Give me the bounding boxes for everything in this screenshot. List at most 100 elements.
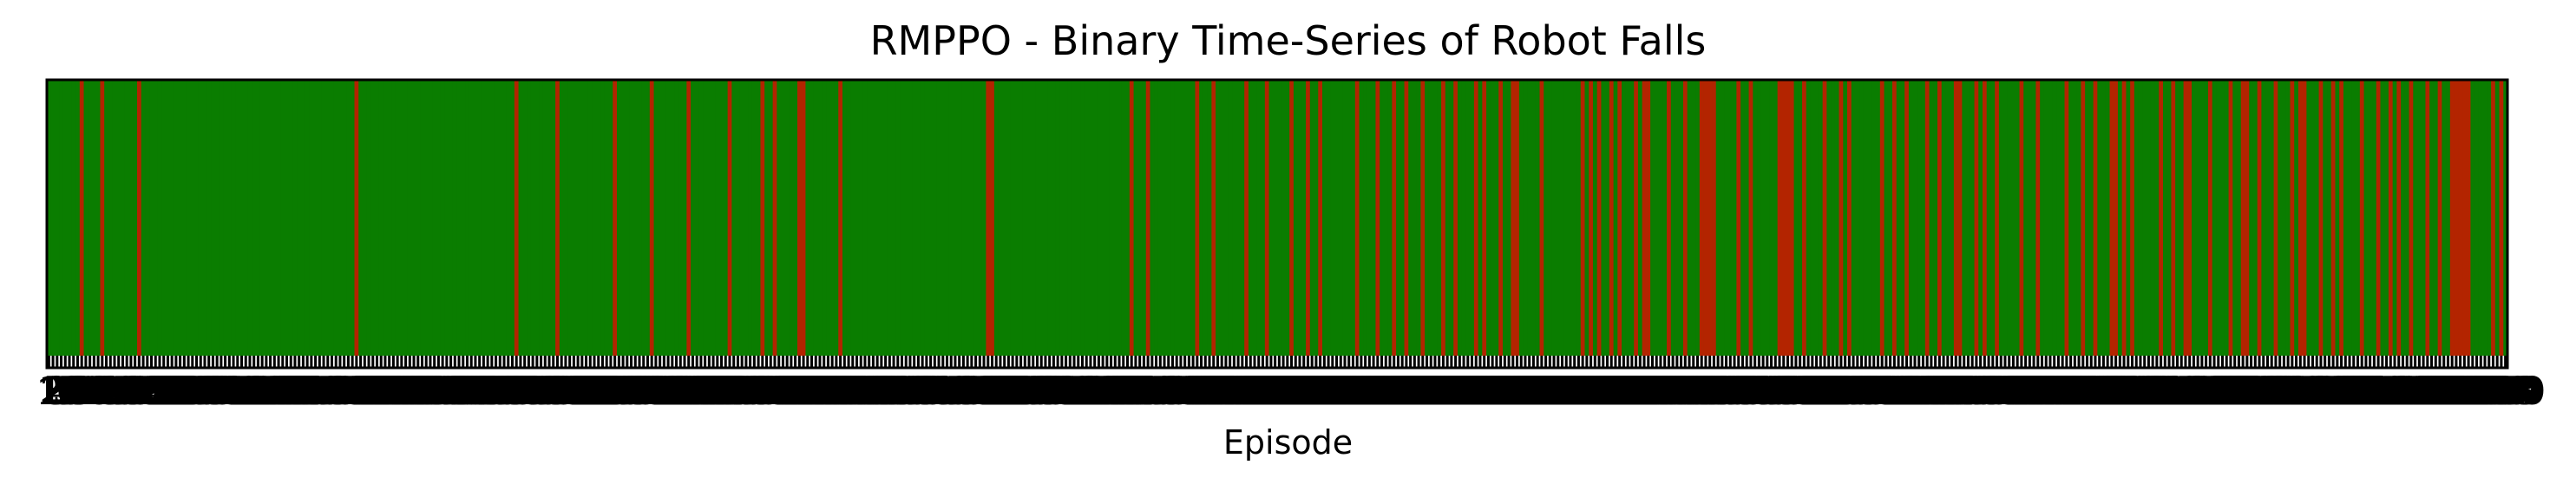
x-tick-label: 192 [792, 370, 872, 414]
heatmap-cell [2019, 80, 2024, 356]
heatmap-cell [723, 80, 729, 356]
x-tick-label: 272 [1120, 370, 1200, 414]
x-tick-label: 570 [2343, 370, 2422, 414]
x-tick-label: 509 [2093, 370, 2173, 414]
x-tick-label: 121 [501, 370, 581, 414]
heatmap-cell [1654, 80, 1660, 356]
x-tick-label: 581 [2388, 370, 2468, 414]
x-tick-label: 221 [911, 370, 991, 414]
heatmap-cell [482, 80, 487, 356]
heatmap-cell [1679, 80, 1684, 356]
x-tick-label: 303 [1248, 370, 1327, 414]
x-tick-label: 186 [768, 370, 848, 414]
heatmap-cell [1699, 80, 1705, 356]
x-tick-label: 264 [1088, 370, 1168, 414]
x-tick-label: 546 [2244, 370, 2324, 414]
x-tick-label: 117 [485, 370, 565, 414]
heatmap-cell [1420, 80, 1426, 356]
heatmap-cell [1945, 80, 1950, 356]
x-tick-label: 204 [842, 370, 921, 414]
x-tick-label: 226 [932, 370, 1012, 414]
x-tick-label: 481 [1977, 370, 2057, 414]
x-tick-label: 416 [1711, 370, 1791, 414]
heatmap-cell [1326, 80, 1332, 356]
x-tick-label: 563 [2314, 370, 2394, 414]
heatmap-cell [617, 80, 622, 356]
heatmap-cell [1117, 80, 1122, 356]
x-tick-label: 543 [2232, 370, 2311, 414]
heatmap-cell [2261, 80, 2266, 356]
x-tick-label: 90 [387, 370, 440, 414]
x-tick-label: 433 [1780, 370, 1860, 414]
x-tick-label: 566 [2326, 370, 2406, 414]
x-tick-label: 450 [1851, 370, 1930, 414]
heatmap-cell [2216, 80, 2221, 356]
heatmap-cell [530, 80, 536, 356]
x-tick-label: 279 [1149, 370, 1229, 414]
heatmap-cells [47, 80, 2508, 356]
heatmap-cell [1605, 80, 1610, 356]
heatmap-cell [2458, 80, 2463, 356]
heatmap-cell [2207, 80, 2213, 356]
heatmap-cell [887, 80, 893, 356]
x-tick-label: 1 [36, 370, 62, 414]
x-tick-label: 571 [2347, 370, 2427, 414]
x-tick-label: 125 [518, 370, 598, 414]
x-tick-label: 143 [592, 370, 672, 414]
x-tick-label: 510 [2096, 370, 2176, 414]
x-tick-label: 584 [2400, 370, 2480, 414]
x-tick-label: 158 [653, 370, 733, 414]
x-tick-label: 394 [1621, 370, 1701, 414]
x-tick-label: 419 [1723, 370, 1803, 414]
x-tick-label: 494 [2031, 370, 2111, 414]
heatmap-cell [301, 80, 306, 356]
heatmap-cell [2093, 80, 2098, 356]
heatmap-cell [1351, 80, 1356, 356]
heatmap-cell [202, 80, 207, 356]
heatmap-cell [1917, 80, 1922, 356]
heatmap-cell [1953, 80, 1959, 356]
heatmap-cell [653, 80, 659, 356]
x-tick-label: 485 [1994, 370, 2074, 414]
x-tick-label: 10 [59, 370, 112, 414]
heatmap-cell [2121, 80, 2127, 356]
heatmap-cell [1273, 80, 1278, 356]
heatmap-cell [1900, 80, 1905, 356]
x-tick-label: 582 [2392, 370, 2472, 414]
heatmap-cell [1052, 80, 1057, 356]
heatmap-cell [629, 80, 634, 356]
x-tick-label: 278 [1145, 370, 1225, 414]
heatmap-cell [1412, 80, 1418, 356]
x-tick-label: 529 [2174, 370, 2254, 414]
heatmap-cell [214, 80, 220, 356]
x-tick-label: 47 [211, 370, 264, 414]
x-tick-label: 287 [1182, 370, 1262, 414]
x-tick-label: 214 [882, 370, 962, 414]
x-tick-label: 232 [956, 370, 1036, 414]
heatmap-cell [1748, 80, 1753, 356]
x-tick-label: 140 [579, 370, 659, 414]
heatmap-cell [2306, 80, 2311, 356]
x-tick-label: 114 [473, 370, 553, 414]
x-tick-label: 399 [1642, 370, 1721, 414]
heatmap-cell [239, 80, 245, 356]
x-tick-label: 74 [322, 370, 375, 414]
x-tick-label: 516 [2121, 370, 2201, 414]
heatmap-cell [1703, 80, 1708, 356]
x-tick-label: 441 [1813, 370, 1893, 414]
heatmap-cell [1834, 80, 1840, 356]
heatmap-cell [1888, 80, 1893, 356]
heatmap-cell [1708, 80, 1713, 356]
heatmap-cell [1244, 80, 1249, 356]
x-tick-label: 105 [436, 370, 515, 414]
heatmap-cell [1498, 80, 1504, 356]
heatmap-cell [247, 80, 252, 356]
x-tick-label: 249 [1026, 370, 1106, 414]
x-tick-label: 372 [1531, 370, 1610, 414]
heatmap-cell [141, 80, 147, 356]
x-tick-label: 168 [694, 370, 774, 414]
x-tick-label: 9 [69, 370, 95, 414]
heatmap-cell [128, 80, 134, 356]
heatmap-cell [2294, 80, 2299, 356]
x-tick-label: 517 [2125, 370, 2205, 414]
